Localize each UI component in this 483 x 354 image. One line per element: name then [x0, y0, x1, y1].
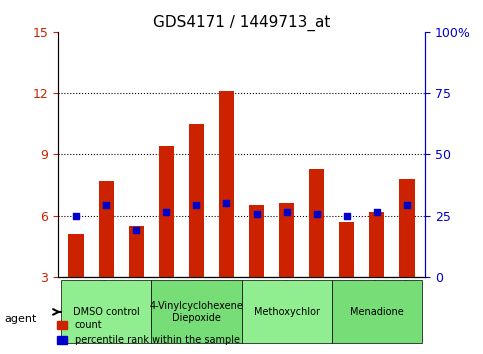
- Point: [162, 209, 170, 215]
- Point: [193, 202, 200, 208]
- Point: [313, 211, 321, 216]
- Text: Methoxychlor: Methoxychlor: [254, 307, 320, 317]
- Text: Menadione: Menadione: [350, 307, 404, 317]
- Point: [132, 227, 140, 233]
- Bar: [99, 181, 114, 277]
- Bar: [159, 146, 174, 277]
- Bar: [128, 226, 144, 277]
- Bar: [339, 222, 355, 277]
- Text: agent: agent: [5, 314, 37, 324]
- Point: [403, 202, 411, 208]
- Bar: [69, 234, 84, 277]
- Legend: count, percentile rank within the sample: count, percentile rank within the sample: [53, 316, 243, 349]
- Point: [223, 201, 230, 206]
- Bar: [249, 205, 264, 277]
- Text: DMSO control: DMSO control: [73, 307, 140, 317]
- Title: GDS4171 / 1449713_at: GDS4171 / 1449713_at: [153, 14, 330, 30]
- Point: [102, 202, 110, 208]
- Bar: [399, 179, 414, 277]
- Bar: [309, 169, 324, 277]
- Point: [373, 209, 381, 215]
- Point: [343, 213, 351, 218]
- FancyBboxPatch shape: [151, 280, 242, 343]
- FancyBboxPatch shape: [61, 280, 151, 343]
- FancyBboxPatch shape: [242, 280, 332, 343]
- Bar: [189, 124, 204, 277]
- Text: 4-Vinylcyclohexene
Diepoxide: 4-Vinylcyclohexene Diepoxide: [149, 301, 243, 323]
- Point: [253, 211, 260, 216]
- Bar: [369, 212, 384, 277]
- Point: [283, 209, 290, 215]
- Point: [72, 213, 80, 218]
- Bar: [279, 204, 294, 277]
- Bar: [219, 91, 234, 277]
- FancyBboxPatch shape: [332, 280, 422, 343]
